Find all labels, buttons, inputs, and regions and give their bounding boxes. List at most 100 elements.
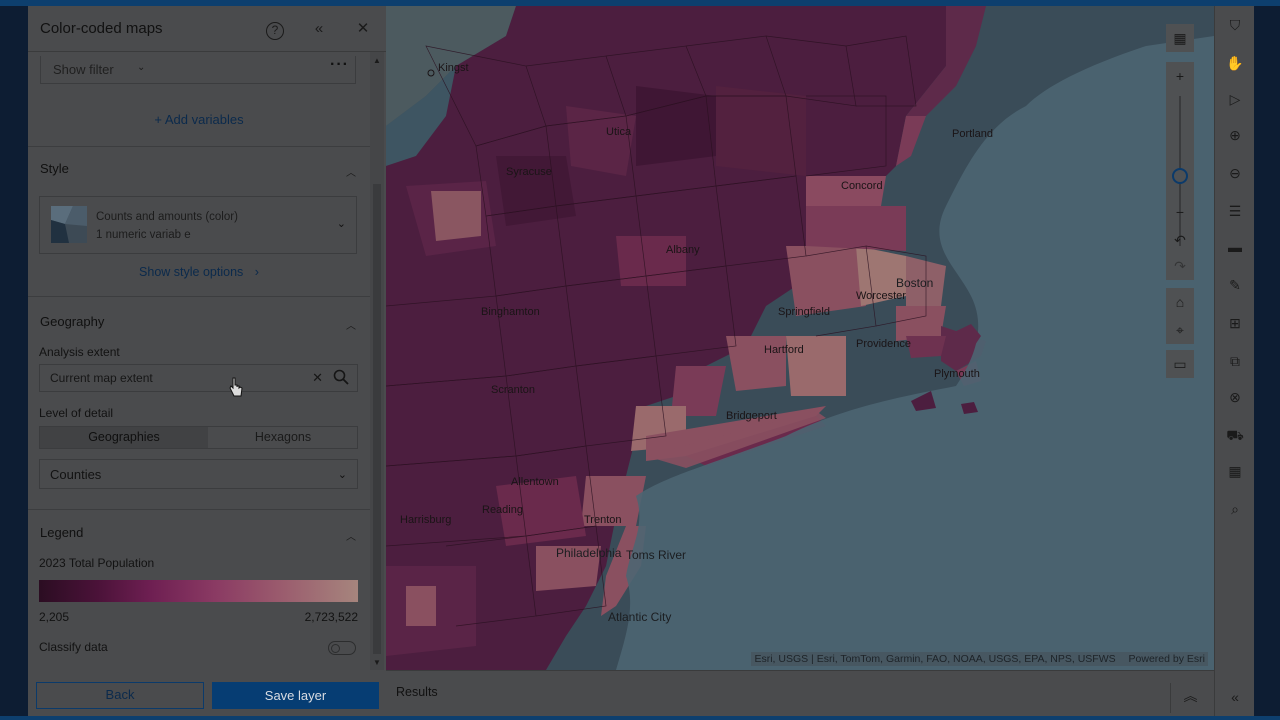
map-label: Hartford [764, 344, 804, 356]
map-label: Binghamton [481, 306, 540, 318]
back-button[interactable]: Back [36, 682, 204, 709]
chevron-up-icon[interactable]: ︿ [346, 321, 356, 332]
save-layer-button[interactable]: Save layer [212, 682, 379, 709]
divider [28, 296, 370, 297]
map-label: Syracuse [506, 166, 552, 178]
zoom-out-tool-icon[interactable]: ⊖ [1229, 165, 1241, 181]
zoom-control: + − ↶ ↷ [1166, 62, 1194, 280]
zoom-slider-thumb[interactable] [1172, 168, 1188, 184]
scroll-down-icon[interactable]: ▼ [373, 658, 381, 667]
show-style-options-button[interactable]: Show style options › [28, 265, 370, 279]
measure-icon[interactable]: ▬ [1228, 239, 1242, 255]
close-icon[interactable]: ✕ [356, 20, 370, 37]
add-layer-icon[interactable]: ⊞ [1229, 315, 1241, 331]
toggle-knob [331, 643, 340, 653]
zoom-out-icon[interactable]: − [1175, 204, 1185, 220]
screen-icon: ▭ [1173, 356, 1187, 372]
divider [28, 509, 370, 510]
legend-variable-label: 2023 Total Population [39, 556, 155, 570]
scroll-up-icon[interactable]: ▲ [373, 56, 381, 65]
left-edge [0, 6, 28, 720]
collapse-toolbar-icon[interactable]: « [1231, 689, 1239, 705]
chevron-up-icon[interactable]: ︿ [346, 532, 356, 543]
redo-icon[interactable]: ↷ [1174, 258, 1186, 274]
undo-icon[interactable]: ↶ [1174, 232, 1186, 248]
fullscreen-button[interactable]: ▭ [1166, 350, 1194, 378]
choropleth-map [386, 6, 1214, 670]
search-icon[interactable] [333, 369, 349, 385]
share-icon[interactable]: ⧉ [1230, 353, 1240, 369]
locate-icon[interactable]: ⌖ [1176, 322, 1184, 338]
attribution-text: Esri, USGS | Esri, TomTom, Garmin, FAO, … [754, 653, 1116, 665]
scroll-thumb[interactable] [373, 184, 381, 654]
sketch-icon[interactable]: ✎ [1229, 277, 1241, 293]
collapse-panel-icon[interactable]: « [314, 20, 324, 37]
geography-level-select[interactable]: Counties ⌄ [39, 459, 358, 489]
add-variables-button[interactable]: + Add variables [154, 112, 244, 127]
map-label: Bridgeport [726, 410, 777, 422]
table-icon[interactable]: ▦ [1228, 463, 1242, 479]
map-label: Albany [666, 244, 700, 256]
style-variable-count: 1 numeric variab e [96, 229, 191, 241]
chevron-right-icon: › [254, 265, 259, 279]
style-name: Counts and amounts (color) [96, 211, 238, 223]
expand-results-button[interactable]: ︽ [1170, 683, 1210, 713]
style-selector[interactable]: Counts and amounts (color) 1 numeric var… [39, 196, 357, 254]
map-label: Scranton [491, 384, 536, 396]
panel-scrollbar[interactable]: ▲ ▼ [370, 52, 384, 670]
map-label: Portland [952, 128, 993, 140]
pan-hand-icon[interactable]: ✋ [1226, 55, 1244, 71]
map-label: Providence [856, 338, 912, 350]
help-icon[interactable]: ? [266, 22, 284, 40]
classify-data-toggle[interactable] [328, 641, 356, 655]
map-view[interactable]: Kingst Albany Binghamton Springfield Hartfor… [386, 6, 1214, 670]
map-label: Toms River [626, 548, 687, 562]
map-attribution: Esri, USGS | Esri, TomTom, Garmin, FAO, … [751, 652, 1208, 666]
panel-footer: Back Save layer [28, 670, 386, 716]
map-label: Harrisburg [400, 514, 452, 526]
analysis-extent-label: Analysis extent [39, 345, 120, 359]
results-title: Results [396, 685, 438, 699]
list-icon[interactable]: ☰ [1228, 203, 1242, 219]
show-style-options-label: Show style options [139, 265, 244, 279]
geographies-tab[interactable]: Geographies [40, 427, 208, 448]
hexagons-tab[interactable]: Hexagons [254, 430, 312, 444]
legend-max-value: 2,723,522 [304, 610, 358, 624]
map-label: Atlantic City [608, 610, 672, 624]
classify-data-label: Classify data [39, 640, 108, 654]
chevron-up-icon[interactable]: ︿ [346, 168, 356, 179]
analysis-icon[interactable]: ⊗ [1229, 389, 1241, 405]
geography-heading: Geography [40, 314, 105, 329]
zoom-in-tool-icon[interactable]: ⊕ [1229, 127, 1241, 143]
map-label: Worcester [856, 290, 906, 302]
select-arrow-icon[interactable]: ▷ [1229, 91, 1241, 107]
map-label: Plymouth [934, 368, 980, 380]
more-options-icon[interactable]: ··· [330, 56, 349, 73]
color-coded-maps-panel: Color-coded maps ? « ✕ Show filter ⌄ ···… [28, 6, 386, 716]
car-icon[interactable]: ⛟ [1226, 427, 1244, 443]
show-filter-row[interactable]: Show filter ⌄ ··· [40, 56, 356, 84]
zoom-in-icon[interactable]: + [1175, 68, 1185, 84]
chevron-down-icon: ⌄ [336, 218, 346, 230]
tool-icon[interactable]: ⛉ [1229, 17, 1241, 33]
bottom-border [0, 716, 1280, 720]
analysis-extent-value: Current map extent [50, 371, 153, 385]
clear-icon[interactable]: ✕ [312, 370, 323, 385]
basemap-gallery-button[interactable]: ▦ [1166, 24, 1194, 52]
map-label: Kingst [438, 62, 469, 74]
home-locate-control: ⌂ ⌖ [1166, 288, 1194, 344]
home-icon[interactable]: ⌂ [1175, 294, 1185, 310]
analysis-extent-input[interactable]: Current map extent ✕ [39, 364, 358, 392]
map-label: Springfield [778, 306, 830, 318]
map-label: Trenton [584, 514, 622, 526]
search-layers-icon[interactable]: ⌕ [1231, 501, 1239, 517]
legend-heading: Legend [40, 525, 84, 540]
panel-header: Color-coded maps ? « ✕ [28, 6, 386, 52]
map-label: Boston [896, 276, 934, 290]
right-edge [1254, 6, 1280, 720]
map-label: Philadelphia [556, 546, 622, 560]
panel-title: Color-coded maps [40, 20, 163, 37]
map-label: Allentown [511, 476, 559, 488]
powered-by-esri[interactable]: Powered by Esri [1128, 653, 1205, 665]
color-ramp [39, 580, 358, 602]
